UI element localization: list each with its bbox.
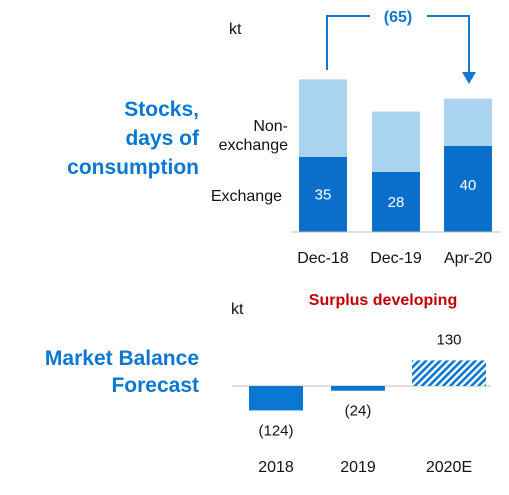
stocks-unit-label: kt [229,21,242,38]
exchange-value-Apr-20: 40 [460,177,477,194]
callout-value: (65) [384,9,412,26]
balance-bars: (124) 2018 (24) 2019 130 2020E [232,331,491,476]
exchange-value-Dec-18: 35 [315,186,332,203]
callout-arrow-line [326,15,370,70]
balance-category-2020E: 2020E [426,459,472,476]
callout-arrow-line-right [427,15,470,74]
category-label-Dec-18: Dec-18 [297,250,349,267]
balance-value-2018: (124) [258,422,293,439]
bar-exchange-Dec-18 [299,156,347,232]
bar-exchange-Dec-19 [372,171,420,232]
surplus-subtitle: Surplus developing [309,292,457,309]
balance-bar-2018 [249,386,303,411]
balance-value-2019: (24) [345,403,372,420]
stocks-title-line-1: Stocks, [124,98,199,121]
bar-non-exchange-Dec-19 [372,111,420,172]
stocks-bars: 35 Dec-18 28 Dec-19 40 Apr-20 [291,79,501,267]
bar-exchange-Apr-20 [444,146,492,232]
stocks-title-line-3: consumption [67,156,199,179]
non-exchange-label-line-2: exchange [219,137,288,154]
category-label-Dec-19: Dec-19 [370,250,422,267]
exchange-label: Exchange [211,188,282,205]
callout-arrowhead-icon [462,72,476,84]
stocks-chart: Stocks, days of consumption kt Non- exch… [67,9,501,267]
category-label-Apr-20: Apr-20 [444,250,492,267]
bar-non-exchange-Apr-20 [444,98,492,146]
balance-bar-2019 [331,386,385,391]
balance-value-2020E: 130 [436,331,461,348]
exchange-value-Dec-19: 28 [388,194,405,211]
balance-bar-2020E [412,360,486,386]
balance-unit-label: kt [231,301,244,318]
balance-title-line-2: Forecast [111,374,199,397]
balance-title-line-1: Market Balance [45,347,199,370]
non-exchange-label-line-1: Non- [253,118,288,135]
balance-chart: Market Balance Forecast kt Surplus devel… [45,292,491,476]
stocks-title-line-2: days of [125,127,200,150]
balance-category-2018: 2018 [258,459,294,476]
bar-non-exchange-Dec-18 [299,79,347,157]
decline-callout: (65) [326,9,476,84]
balance-category-2019: 2019 [340,459,376,476]
